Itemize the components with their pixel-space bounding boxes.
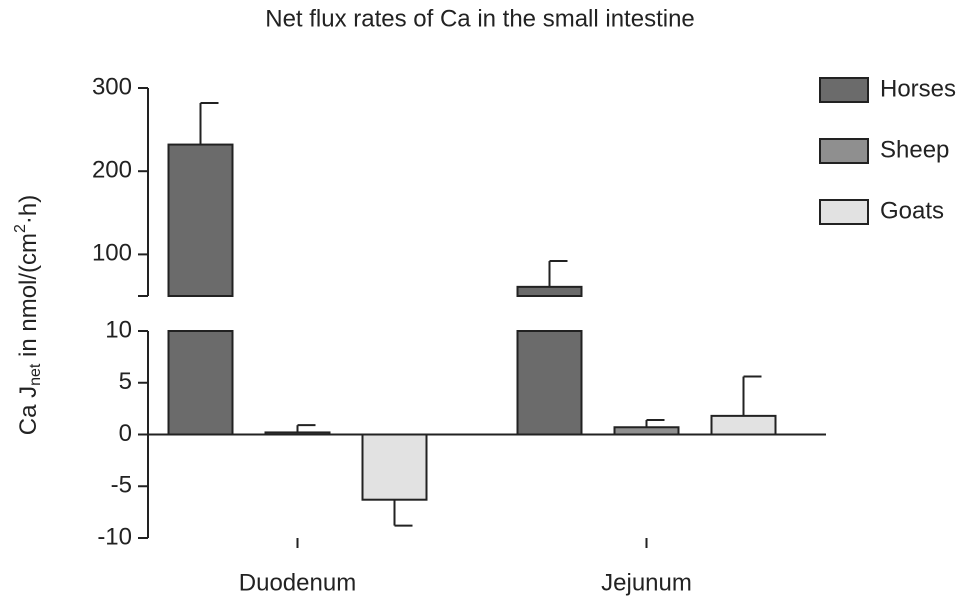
y-tick-label: -10: [97, 523, 132, 550]
legend-swatch: [819, 77, 869, 103]
legend-label: Goats: [880, 197, 944, 224]
bar: [710, 414, 777, 436]
x-tick-label: Duodenum: [239, 569, 356, 596]
bar: [167, 143, 234, 297]
chart-title: Net flux rates of Ca in the small intest…: [265, 5, 695, 32]
y-axis-label: Ca Jnet in nmol/(cm2·h): [12, 195, 44, 436]
y-tick-label: 100: [92, 240, 132, 267]
bar: [516, 330, 583, 436]
legend-label: Sheep: [880, 136, 949, 163]
y-label-sup: 2: [12, 224, 29, 233]
y-label-part: in nmol/(cm: [15, 233, 42, 364]
bar: [516, 285, 583, 297]
legend-swatch: [819, 138, 869, 164]
y-tick-label: 200: [92, 157, 132, 184]
legend-label: Horses: [880, 75, 956, 102]
y-label-part: Ca J: [15, 386, 42, 435]
y-tick-label: 5: [119, 368, 132, 395]
bar: [361, 433, 428, 501]
bar: [264, 431, 331, 436]
bar: [613, 426, 680, 436]
x-tick-label: Jejunum: [601, 569, 692, 596]
y-tick-label: 0: [119, 420, 132, 447]
y-tick-label: 300: [92, 73, 132, 100]
legend-swatch: [819, 199, 869, 225]
y-tick-label: -5: [111, 472, 132, 499]
bar: [167, 330, 234, 436]
y-tick-label: 10: [105, 316, 132, 343]
y-label-part: ·h): [15, 195, 42, 224]
y-label-sub: net: [27, 363, 44, 386]
